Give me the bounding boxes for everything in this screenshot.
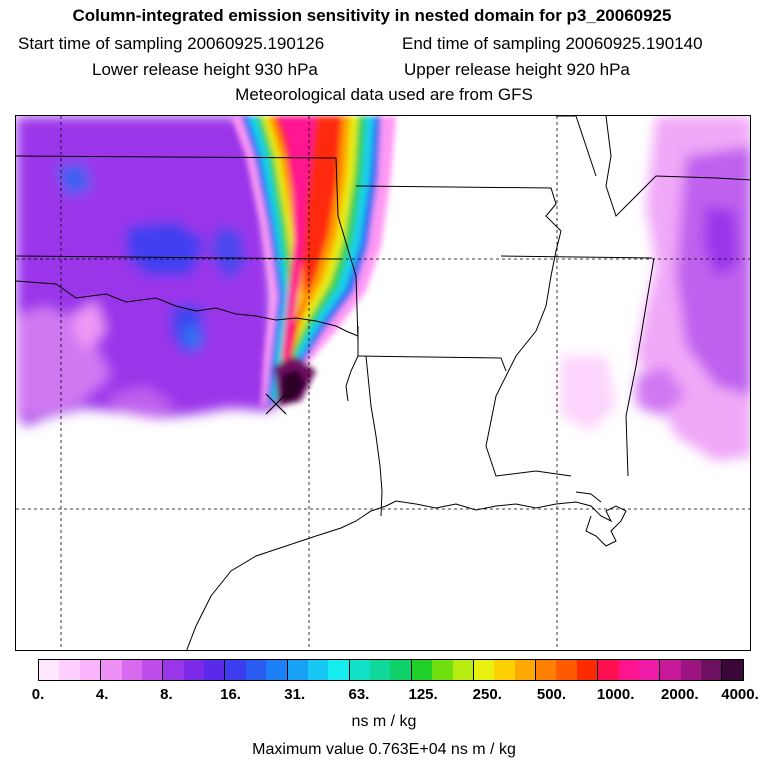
- upper-release-label: Upper release height 920 hPa: [404, 60, 630, 79]
- colorbar-tick-label: 500.: [536, 686, 567, 703]
- colorbar-cell: [349, 660, 370, 680]
- colorbar-cell: [163, 660, 184, 680]
- colorbar-cell: [266, 660, 288, 680]
- colorbar-cell: [701, 660, 723, 680]
- met-data-label: Meteorological data used are from GFS: [235, 85, 533, 104]
- colorbar-cell: [370, 660, 391, 680]
- colorbar-cell: [598, 660, 619, 680]
- colorbar: [38, 659, 744, 681]
- colorbar-cell: [141, 660, 164, 680]
- sensitivity-map: [16, 116, 750, 650]
- colorbar-cell: [514, 660, 536, 680]
- end-time-label: End time of sampling 20060925.190140: [402, 34, 703, 53]
- colorbar-tick-label: 16.: [220, 686, 241, 703]
- colorbar-tick-label: 1000.: [596, 686, 635, 703]
- lat-lon-grid: [16, 116, 750, 650]
- colorbar-cell: [411, 660, 433, 680]
- colorbar-cell: [390, 660, 412, 680]
- colorbar-cell: [59, 660, 80, 680]
- colorbar-cell: [576, 660, 599, 680]
- colorbar-cell: [101, 660, 122, 680]
- colorbar-tick-label: 4.: [95, 686, 109, 703]
- maximum-value-label: Maximum value 0.763E+04 ns m / kg: [252, 741, 516, 758]
- map-panel: [15, 115, 751, 651]
- colorbar-cell: [79, 660, 102, 680]
- units-label: ns m / kg: [351, 713, 417, 730]
- colorbar-tick-label: 8.: [160, 686, 173, 703]
- colorbar-cell: [121, 660, 142, 680]
- colorbar-tick-label: 63.: [348, 686, 370, 703]
- colorbar-cell: [225, 660, 246, 680]
- colorbar-tick-label: 125.: [408, 686, 438, 703]
- colorbar-cell: [618, 660, 639, 680]
- colorbar-cell: [183, 660, 204, 680]
- release-location-x-marker: [265, 393, 287, 415]
- colorbar-cell: [556, 660, 577, 680]
- political-boundaries: [16, 116, 750, 517]
- map-title: Column-integrated emission sensitivity i…: [72, 6, 672, 25]
- colorbar-cell: [287, 660, 308, 680]
- colorbar-cell: [39, 660, 60, 680]
- colorbar-tick-label: 2000.: [661, 686, 699, 703]
- colorbar-cell: [328, 660, 350, 680]
- colorbar-cell: [204, 660, 226, 680]
- colorbar-cell: [638, 660, 661, 680]
- colorbar-cell: [432, 660, 453, 680]
- start-time-label: Start time of sampling 20060925.190126: [18, 34, 325, 53]
- colorbar-cell: [473, 660, 495, 680]
- colorbar-cell: [722, 660, 743, 680]
- colorbar-cell: [536, 660, 557, 680]
- colorbar-tick-label: 250.: [472, 686, 502, 703]
- colorbar-tick-label: 4000.: [721, 686, 759, 703]
- colorbar-tick-label: 0.: [31, 686, 45, 703]
- coastline: [186, 491, 627, 650]
- colorbar-cell: [680, 660, 701, 680]
- lower-release-label: Lower release height 930 hPa: [92, 60, 318, 79]
- colorbar-cell: [307, 660, 329, 680]
- colorbar-cell: [494, 660, 515, 680]
- colorbar-cell: [660, 660, 681, 680]
- colorbar-cell: [245, 660, 267, 680]
- colorbar-cell: [452, 660, 474, 680]
- colorbar-tick-label: 31.: [284, 686, 306, 703]
- western-sensitivity-field: [16, 116, 278, 426]
- eastern-sensitivity-field: [561, 116, 750, 461]
